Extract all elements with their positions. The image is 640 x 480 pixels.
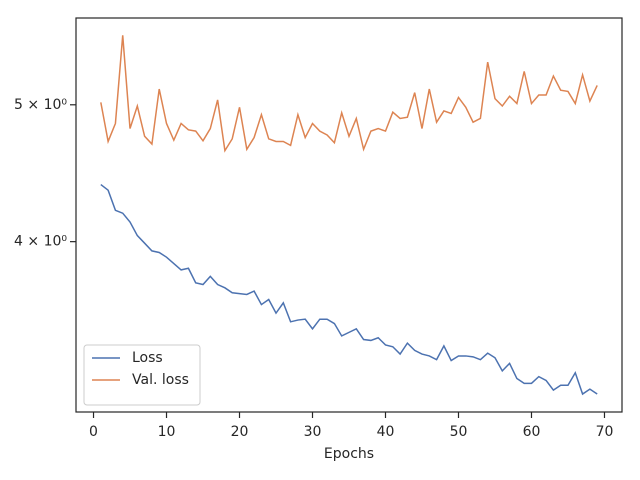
x-tick-label: 70 <box>596 424 614 440</box>
plot-frame <box>75 17 623 413</box>
series-line <box>100 183 598 396</box>
x-tick-label: 20 <box>231 424 249 440</box>
x-tick-label: 0 <box>89 424 98 440</box>
x-tick-label: 10 <box>158 424 176 440</box>
x-tick-label: 50 <box>450 424 468 440</box>
x-tick-label: 30 <box>304 424 322 440</box>
legend-label: Loss <box>132 350 163 366</box>
y-tick-label: 5 × 10⁰ <box>14 97 67 113</box>
x-axis-label: Epochs <box>324 446 374 462</box>
x-tick-label: 60 <box>523 424 541 440</box>
x-tick-label: 40 <box>377 424 395 440</box>
legend-label: Val. loss <box>132 372 189 388</box>
y-tick-label: 4 × 10⁰ <box>14 234 67 250</box>
series-line <box>100 35 598 153</box>
legend-box <box>83 344 201 406</box>
